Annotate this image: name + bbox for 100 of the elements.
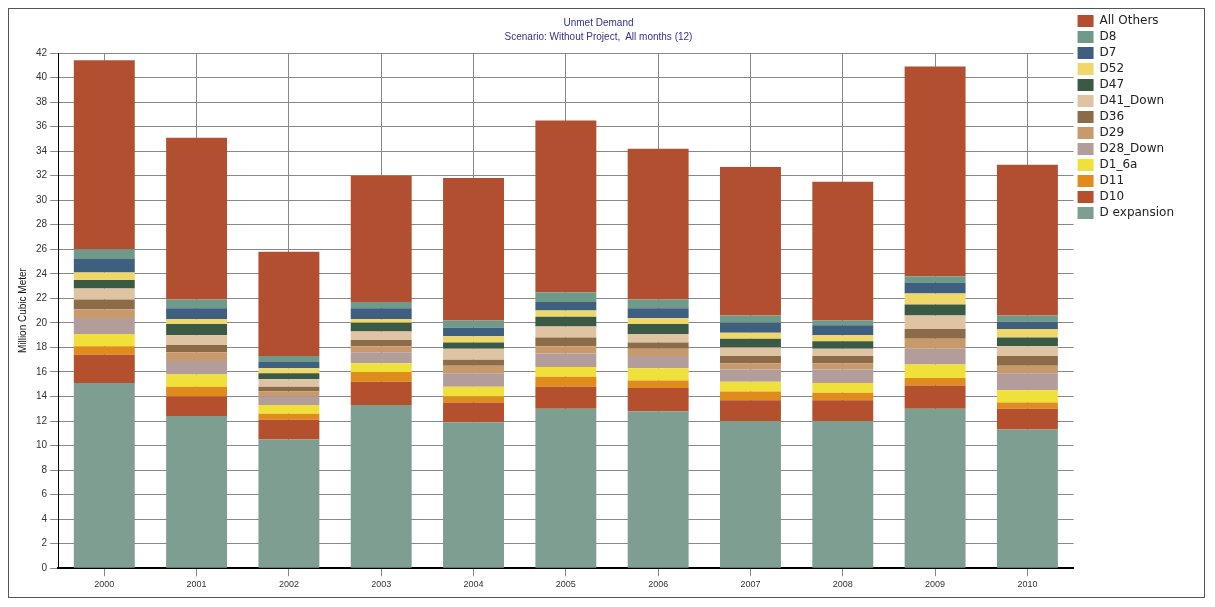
bar xyxy=(904,338,966,349)
y-tick-label: 4 xyxy=(41,512,48,524)
bar xyxy=(996,164,1058,316)
legend-label: All Others xyxy=(1099,13,1159,28)
bar xyxy=(812,421,874,568)
x-tick-label: 2001 xyxy=(186,579,207,590)
y-axis-title: Million Cubic Meter xyxy=(16,267,28,354)
bar xyxy=(720,322,781,333)
bar xyxy=(720,421,781,568)
bar xyxy=(904,364,966,379)
bar xyxy=(996,402,1058,409)
bar xyxy=(350,340,412,347)
y-tick-label: 14 xyxy=(36,390,48,402)
bar xyxy=(350,381,412,406)
bar xyxy=(627,148,689,300)
bar xyxy=(535,292,597,303)
bar xyxy=(720,338,781,348)
bar xyxy=(350,175,412,303)
bar xyxy=(73,259,135,273)
bar xyxy=(166,137,228,300)
bar xyxy=(535,316,597,327)
bar xyxy=(535,302,597,311)
bar xyxy=(904,293,966,305)
bar xyxy=(535,408,597,568)
bar xyxy=(812,363,874,370)
bar xyxy=(996,429,1058,568)
bar xyxy=(166,319,228,325)
x-tick-label: 2008 xyxy=(832,579,853,590)
bar xyxy=(627,355,689,369)
x-tick-label: 2002 xyxy=(278,579,299,590)
bar xyxy=(166,396,228,417)
bar xyxy=(258,373,320,380)
bar xyxy=(627,324,689,334)
y-tick-label: 6 xyxy=(41,488,48,500)
bar xyxy=(350,302,412,309)
bar xyxy=(73,279,135,289)
y-tick-label: 30 xyxy=(36,193,48,205)
x-tick-label: 2000 xyxy=(94,579,115,590)
bar xyxy=(443,336,504,343)
bar xyxy=(996,365,1058,374)
bar xyxy=(535,120,597,293)
bar xyxy=(166,335,228,345)
bar xyxy=(627,299,689,309)
bar xyxy=(720,332,781,339)
bar xyxy=(996,355,1058,366)
bar xyxy=(73,346,135,355)
bar xyxy=(904,315,966,329)
bar xyxy=(73,272,135,280)
bar xyxy=(627,380,689,388)
bar xyxy=(812,392,874,401)
bar xyxy=(73,288,135,300)
x-tick-label: 2010 xyxy=(1017,579,1038,590)
bar xyxy=(904,304,966,316)
bar xyxy=(627,348,689,356)
bar xyxy=(720,355,781,364)
bar xyxy=(258,362,320,369)
bar xyxy=(812,181,874,321)
bar xyxy=(996,390,1058,403)
bar xyxy=(627,317,689,325)
bar xyxy=(166,374,228,387)
legend-label: D expansion xyxy=(1099,205,1174,220)
y-tick-label: 28 xyxy=(36,218,48,230)
bar xyxy=(73,333,135,347)
chart-subtitle: Scenario: Without Project, All months (12) xyxy=(504,30,693,42)
bar xyxy=(535,326,597,338)
bar xyxy=(258,379,320,387)
bar xyxy=(720,400,781,421)
bar xyxy=(535,367,597,377)
bar xyxy=(904,385,966,409)
legend-label: D41_Down xyxy=(1099,93,1165,108)
bar xyxy=(166,360,228,375)
bar xyxy=(720,347,781,356)
bar xyxy=(720,391,781,401)
legend-label: D11 xyxy=(1099,173,1125,188)
y-tick-label: 10 xyxy=(36,439,48,451)
y-tick-label: 0 xyxy=(41,561,48,573)
bar xyxy=(258,413,320,420)
bar xyxy=(166,324,228,336)
bar xyxy=(627,368,689,381)
bar xyxy=(258,386,320,392)
y-tick-label: 42 xyxy=(36,46,48,58)
legend-label: D10 xyxy=(1099,189,1125,204)
bar xyxy=(350,405,412,568)
bar xyxy=(720,381,781,392)
bar xyxy=(904,66,966,277)
y-tick-label: 34 xyxy=(36,144,48,156)
bar xyxy=(258,368,320,374)
x-tick-label: 2003 xyxy=(371,579,392,590)
x-tick-label: 2006 xyxy=(648,579,669,590)
bar xyxy=(812,320,874,326)
legend-label: D7 xyxy=(1099,45,1117,60)
legend-label: D1_6a xyxy=(1099,157,1138,172)
bar xyxy=(996,321,1058,329)
bar xyxy=(720,167,781,316)
bar xyxy=(73,354,135,383)
bar xyxy=(812,369,874,383)
bar xyxy=(443,342,504,349)
bar xyxy=(720,315,781,323)
bar xyxy=(73,299,135,310)
bar xyxy=(535,376,597,387)
